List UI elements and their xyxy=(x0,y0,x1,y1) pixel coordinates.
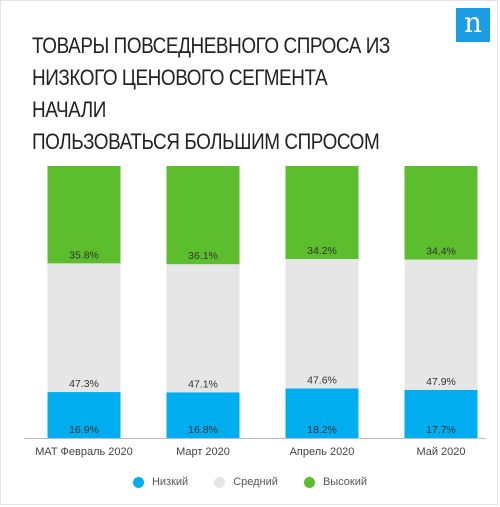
bar-segment-mid xyxy=(47,263,121,393)
data-label-high: 36.1% xyxy=(188,250,218,262)
legend-swatch-high xyxy=(303,476,315,488)
x-tick-label: Апрель 2020 xyxy=(290,446,355,458)
legend-label-mid: Средний xyxy=(233,476,278,488)
x-tick-label: Май 2020 xyxy=(416,446,465,458)
brand-logo: n xyxy=(456,8,490,42)
legend-swatch-low xyxy=(132,476,144,488)
x-tick-label: MAT Февраль 2020 xyxy=(35,446,133,458)
bar-segment-low xyxy=(285,388,359,438)
data-label-mid: 47.3% xyxy=(69,378,99,390)
legend: Низкий Средний Высокий xyxy=(0,476,500,488)
bar-segment-low xyxy=(404,389,478,438)
data-label-high: 34.2% xyxy=(307,245,337,257)
legend-item-high: Высокий xyxy=(303,476,368,488)
legend-label-low: Низкий xyxy=(151,476,189,488)
data-label-mid: 47.1% xyxy=(188,378,218,390)
bar-segment-mid xyxy=(404,259,478,390)
data-label-low: 17.7% xyxy=(426,424,456,436)
legend-item-low: Низкий xyxy=(132,476,189,488)
bar-segment-high xyxy=(47,166,121,264)
data-label-mid: 47.6% xyxy=(307,374,337,386)
bar-segment-high xyxy=(285,166,359,260)
data-label-low: 16.8% xyxy=(188,424,218,436)
data-label-high: 35.8% xyxy=(69,249,99,261)
legend-label-high: Высокий xyxy=(322,476,368,488)
bar-segment-low xyxy=(47,392,121,438)
data-label-high: 34.4% xyxy=(426,246,456,258)
bar-segment-mid xyxy=(285,259,359,389)
data-label-mid: 47.9% xyxy=(426,376,456,388)
x-tick-label: Март 2020 xyxy=(176,446,230,458)
chart-title: ТОВАРЫ ПОВСЕДНЕВНОГО СПРОСА ИЗ НИЗКОГО Ц… xyxy=(32,33,390,154)
legend-item-mid: Средний xyxy=(214,476,278,488)
bar-segment-mid xyxy=(166,264,240,393)
data-label-low: 16.9% xyxy=(69,424,99,436)
data-label-low: 18.2% xyxy=(307,424,337,436)
bar-segment-high xyxy=(404,166,478,260)
legend-swatch-mid xyxy=(214,476,226,488)
chart-plot: 16.9% 47.3% 35.8% MAT Февраль 2020 16.8% 47.1… xyxy=(24,166,486,458)
bar-segment-low xyxy=(166,392,240,438)
bar-segment-high xyxy=(166,166,240,265)
